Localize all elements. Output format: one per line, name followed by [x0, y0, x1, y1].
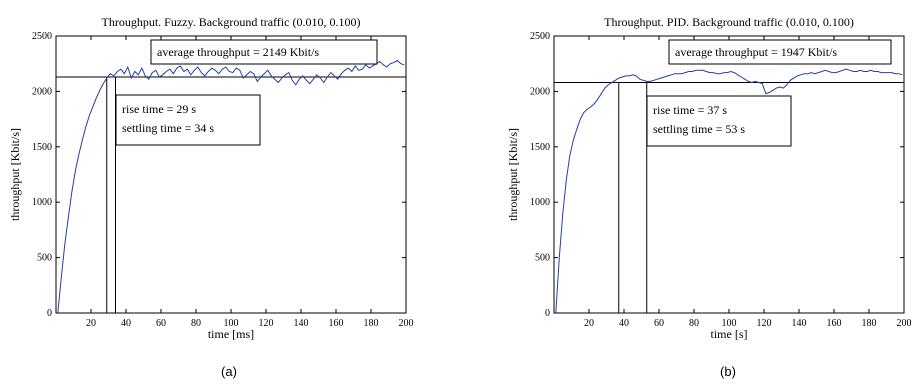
rise-time-label: rise time = 29 s [122, 102, 196, 116]
y-tick-label: 0 [47, 308, 52, 319]
y-tick-label: 500 [535, 253, 550, 264]
chart-title: Throughput. Fuzzy. Background traffic (0… [102, 15, 361, 29]
x-tick-label: 200 [897, 318, 912, 329]
x-tick-label: 40 [121, 318, 131, 329]
settling-time-label: settling time = 53 s [653, 122, 745, 136]
series-line [555, 68, 903, 314]
x-tick-label: 120 [757, 318, 772, 329]
average-box [150, 39, 378, 65]
chart-title: Throughput. PID. Background traffic (0.0… [604, 15, 854, 29]
y-tick-label: 1500 [32, 142, 52, 153]
x-tick-label: 140 [792, 318, 807, 329]
y-tick-label: 1000 [530, 197, 550, 208]
x-tick-label: 20 [86, 318, 96, 329]
x-tick-label: 160 [329, 318, 344, 329]
average-throughput-label: average throughput = 1947 Kbit/s [675, 45, 837, 59]
chart-fuzzy: Throughput. Fuzzy. Background traffic (0… [8, 15, 414, 379]
x-tick-label: 100 [722, 318, 737, 329]
rise-time-label: rise time = 37 s [653, 103, 727, 117]
y-tick-label: 2500 [530, 31, 550, 42]
timing-box [646, 95, 792, 147]
x-tick-label: 160 [827, 318, 842, 329]
x-tick-label: 80 [689, 318, 699, 329]
y-tick-label: 2000 [32, 86, 52, 97]
chart-pid: Throughput. PID. Background traffic (0.0… [506, 15, 912, 379]
y-tick-label: 2500 [32, 31, 52, 42]
average-throughput-label: average throughput = 2149 Kbit/s [157, 45, 319, 59]
x-tick-label: 60 [156, 318, 166, 329]
x-tick-label: 180 [364, 318, 379, 329]
y-tick-label: 2000 [530, 86, 550, 97]
y-axis-label: throughput [Kbit/s] [8, 128, 22, 221]
x-tick-label: 180 [862, 318, 877, 329]
x-tick-label: 100 [224, 318, 239, 329]
plot-frame [553, 35, 905, 314]
x-tick-label: 80 [191, 318, 201, 329]
y-axis-label: throughput [Kbit/s] [506, 128, 520, 221]
x-axis-label: time [ms] [208, 327, 254, 341]
y-tick-label: 1000 [32, 197, 52, 208]
x-tick-label: 140 [294, 318, 309, 329]
y-tick-label: 1500 [530, 142, 550, 153]
average-box [668, 39, 892, 65]
x-axis-label: time [s] [711, 327, 748, 341]
settling-time-label: settling time = 34 s [122, 121, 214, 135]
y-tick-label: 0 [545, 308, 550, 319]
y-tick-label: 500 [37, 253, 52, 264]
plot-frame [55, 35, 407, 314]
x-tick-label: 200 [399, 318, 414, 329]
x-tick-label: 120 [259, 318, 274, 329]
figure-caption: (b) [720, 364, 736, 379]
x-tick-label: 40 [619, 318, 629, 329]
timing-box [115, 94, 261, 146]
x-tick-label: 20 [584, 318, 594, 329]
x-tick-label: 60 [654, 318, 664, 329]
figure-caption: (a) [221, 364, 237, 379]
series-line [57, 59, 405, 314]
